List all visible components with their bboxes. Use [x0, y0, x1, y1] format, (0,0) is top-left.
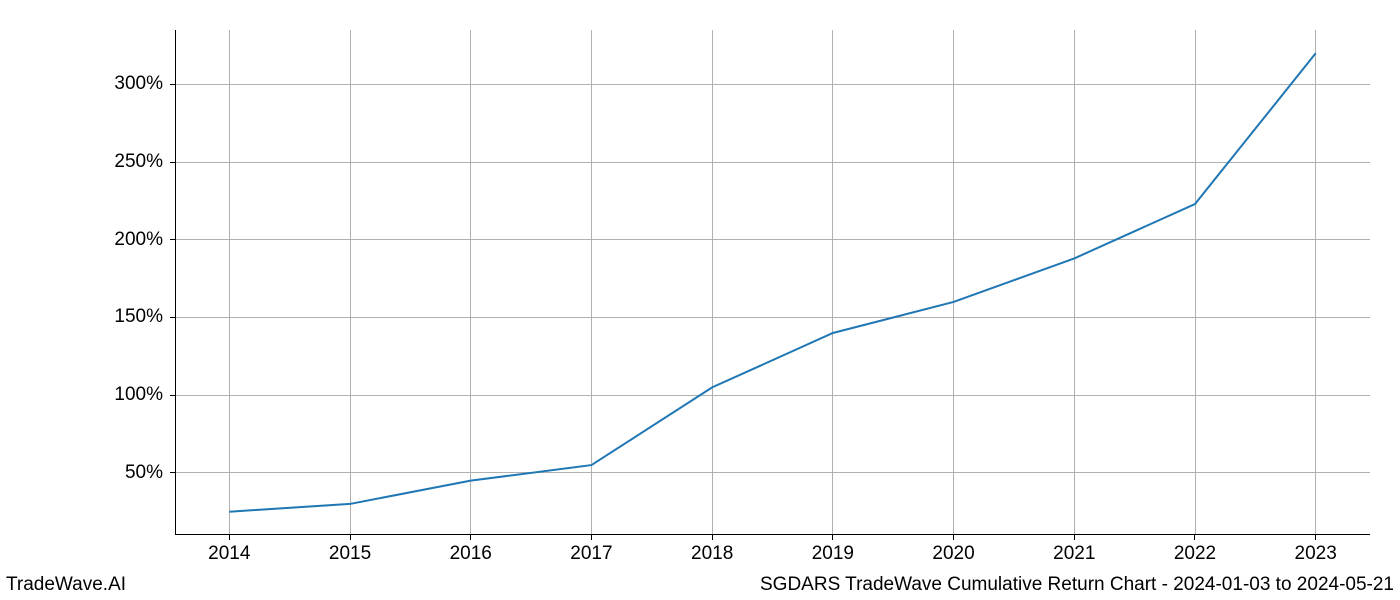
y-tick-label: 300% — [114, 73, 163, 95]
x-tick-mark — [1074, 535, 1075, 540]
x-tick-label: 2015 — [329, 543, 371, 565]
x-tick-label: 2019 — [812, 543, 854, 565]
x-tick-mark — [470, 535, 471, 540]
y-tick-label: 200% — [114, 229, 163, 251]
series-svg — [175, 30, 1370, 535]
x-tick-mark — [229, 535, 230, 540]
footer-caption: SGDARS TradeWave Cumulative Return Chart… — [760, 574, 1394, 596]
x-tick-mark — [591, 535, 592, 540]
x-tick-mark — [712, 535, 713, 540]
plot-area: 2014201520162017201820192020202120222023… — [175, 30, 1370, 535]
footer-brand: TradeWave.AI — [6, 574, 126, 596]
x-tick-label: 2023 — [1295, 543, 1337, 565]
y-tick-label: 100% — [114, 384, 163, 406]
cumulative-return-chart: 2014 2015 2016 2017 2018 2019 2020 2021 2022 2023… — [0, 0, 1400, 600]
x-tick-label: 2017 — [570, 543, 612, 565]
y-tick-label: 150% — [114, 306, 163, 328]
x-tick-mark — [832, 535, 833, 540]
x-tick-label: 2021 — [1053, 543, 1095, 565]
x-tick-label: 2018 — [691, 543, 733, 565]
x-tick-label: 2014 — [208, 543, 250, 565]
x-tick-label: 2022 — [1174, 543, 1216, 565]
x-tick-mark — [350, 535, 351, 540]
x-tick-mark — [1315, 535, 1316, 540]
x-tick-label: 2020 — [932, 543, 974, 565]
y-tick-label: 250% — [114, 151, 163, 173]
x-tick-mark — [953, 535, 954, 540]
x-tick-label: 2016 — [450, 543, 492, 565]
y-tick-label: 50% — [125, 462, 163, 484]
x-tick-mark — [1194, 535, 1195, 540]
series-line — [229, 53, 1315, 511]
